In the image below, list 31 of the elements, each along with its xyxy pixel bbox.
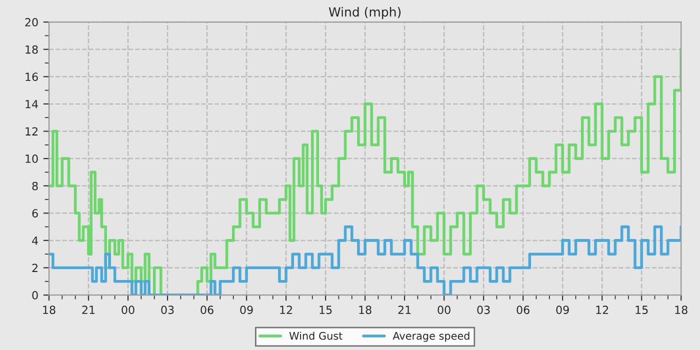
y-tick-label: 4 [32,236,38,245]
x-tick-label: 06 [516,306,530,314]
y-tick-label: 0 [32,291,38,300]
x-tick-label: 15 [636,306,648,314]
y-tick-label: 20 [25,18,38,26]
x-tick-label: 00 [122,306,134,314]
chart-title: Wind (mph) [328,6,401,20]
x-tick-label: 03 [477,306,490,314]
y-tick-label: 6 [32,209,38,218]
y-tick-label: 16 [26,72,38,82]
legend-label: Wind Gust [289,332,342,340]
legend-label: Average speed [392,332,470,342]
x-tick-label: 15 [320,306,332,314]
x-tick-label: 21 [398,306,411,314]
y-tick-label: 10 [26,154,38,163]
y-tick-label: 18 [26,45,38,54]
x-tick-label: 12 [280,306,292,314]
x-tick-label: 18 [675,306,688,314]
x-tick-label: 00 [438,306,450,314]
x-tick-label: 06 [200,306,214,314]
x-tick-label: 03 [161,306,174,314]
y-tick-label: 12 [26,127,38,136]
x-tick-label: 18 [43,306,56,314]
x-tick-label: 09 [240,306,253,314]
y-tick-label: 2 [32,264,38,272]
x-tick-label: 12 [596,306,608,314]
x-tick-label: 21 [82,306,95,314]
x-tick-label: 18 [359,306,372,314]
y-tick-label: 14 [26,100,38,108]
y-tick-label: 8 [32,182,38,190]
x-tick-label: 09 [556,306,569,314]
